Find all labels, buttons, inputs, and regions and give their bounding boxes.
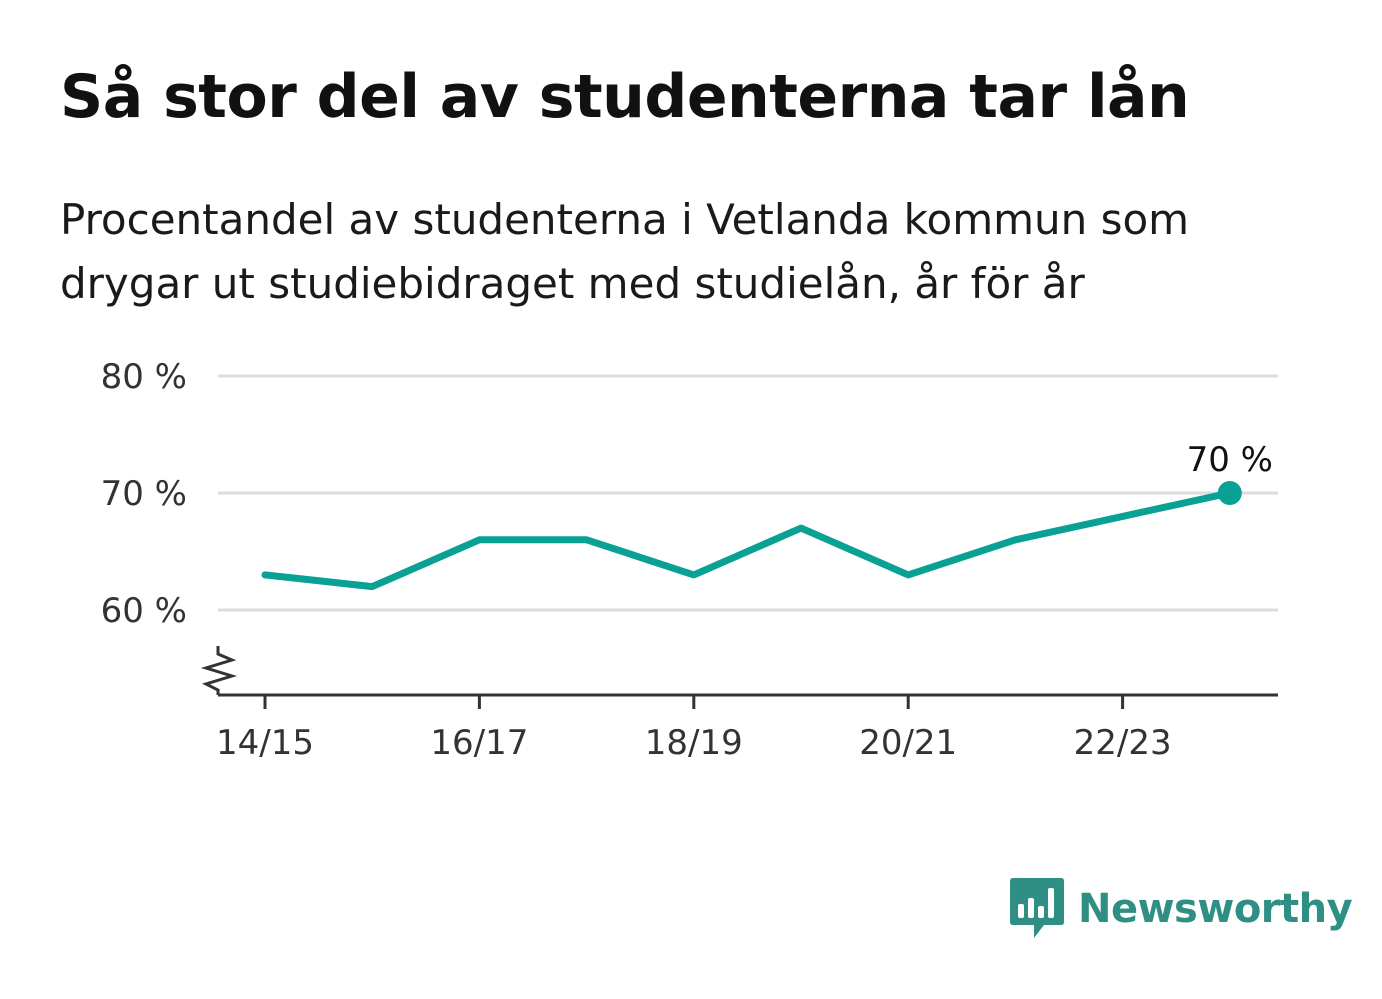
y-tick-label: 60 % [101,591,187,631]
x-tick-label: 18/19 [645,723,743,763]
grid-lines [218,374,1278,612]
y-tick-label: 70 % [101,474,187,514]
y-axis-tick-labels: 60 % 70 % 80 % [101,357,187,631]
data-points: 70 % [1187,440,1273,505]
x-tick-label: 20/21 [859,723,957,763]
brand-name: Newsworthy [1078,886,1353,932]
series-lines [261,489,1234,591]
x-tick-label: 22/23 [1074,723,1172,763]
x-tick-label: 16/17 [430,723,528,763]
last-data-point [1217,481,1242,505]
y-tick-label: 80 % [101,357,187,397]
x-axis: 14/15 16/17 18/19 20/21 22/23 [200,646,1278,763]
chart-subtitle: Procentandel av studenterna i Vetlanda k… [60,195,1190,308]
last-point-label: 70 % [1187,440,1273,480]
y-axis-break [200,646,238,695]
newsworthy-logo-icon [1010,878,1064,938]
newsworthy-brand[interactable]: Newsworthy [1010,878,1353,940]
chart-title: Så stor del av studenterna tar lån [60,62,1190,132]
series-line [261,489,1234,591]
x-tick-label: 14/15 [216,723,314,763]
